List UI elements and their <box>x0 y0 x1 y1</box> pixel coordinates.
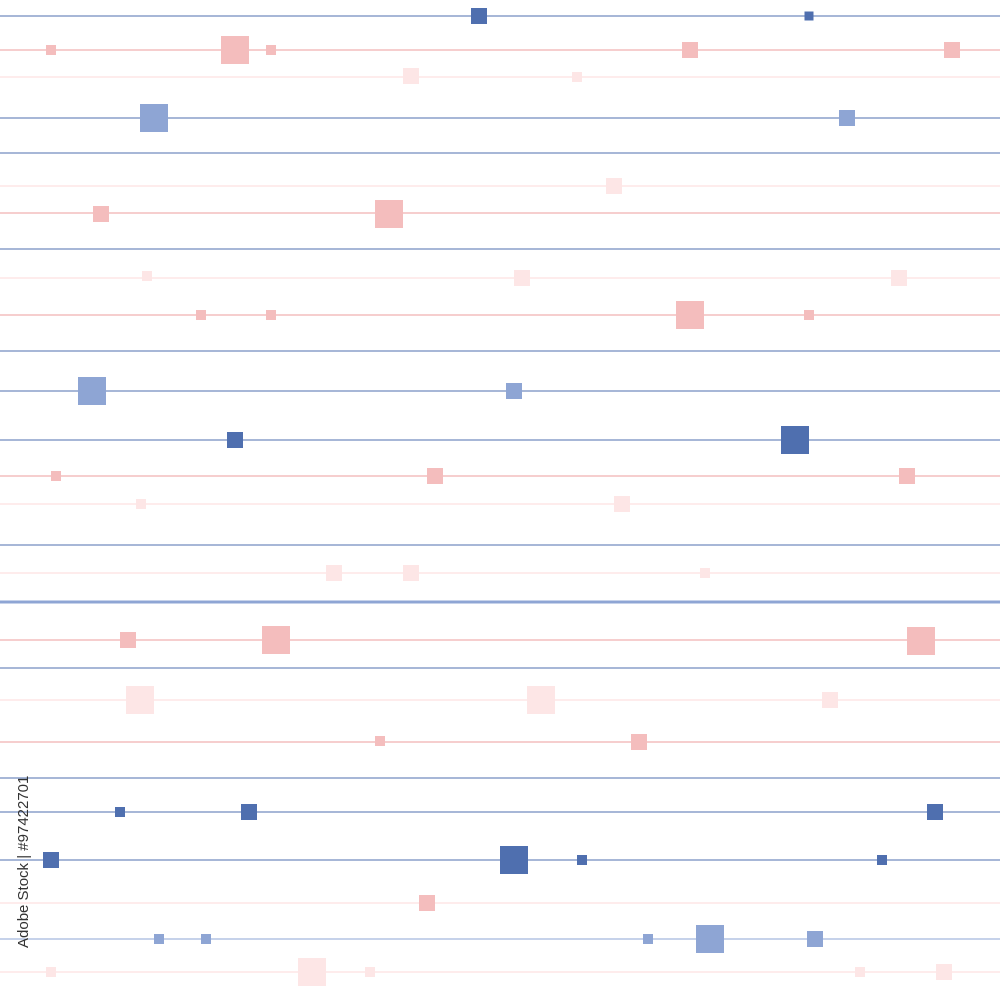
pattern-square <box>614 496 630 512</box>
pattern-square <box>120 632 136 648</box>
pattern-square <box>643 934 653 944</box>
pattern-square <box>115 807 125 817</box>
pattern-square <box>46 45 56 55</box>
pattern-square <box>375 736 385 746</box>
pattern-square <box>700 568 710 578</box>
pattern-square <box>266 45 276 55</box>
pattern-square <box>51 471 61 481</box>
pattern-square <box>891 270 907 286</box>
pattern-square <box>427 468 443 484</box>
pattern-square <box>126 686 154 714</box>
pattern-square <box>804 310 814 320</box>
pattern-square <box>839 110 855 126</box>
pattern-square <box>201 934 211 944</box>
pattern-square <box>46 967 56 977</box>
pattern-square <box>944 42 960 58</box>
pattern-square <box>676 301 704 329</box>
pattern-square <box>907 627 935 655</box>
pattern-square <box>93 206 109 222</box>
pattern-square <box>365 967 375 977</box>
pattern-square <box>927 804 943 820</box>
pattern-square <box>899 468 915 484</box>
pattern-square <box>419 895 435 911</box>
pattern-square <box>936 964 952 980</box>
pattern-square <box>572 72 582 82</box>
pattern-square <box>266 310 276 320</box>
pattern-square <box>326 565 342 581</box>
pattern-square <box>136 499 146 509</box>
pattern-square <box>781 426 809 454</box>
pattern-square <box>855 967 865 977</box>
pattern-square <box>241 804 257 820</box>
pattern-square <box>804 11 814 21</box>
pattern-square <box>514 270 530 286</box>
pattern-square <box>262 626 290 654</box>
pattern-square <box>631 734 647 750</box>
pattern-square <box>43 852 59 868</box>
pattern-square <box>682 42 698 58</box>
pattern-square <box>500 846 528 874</box>
pattern-square <box>154 934 164 944</box>
pattern-square <box>142 271 152 281</box>
pattern-square <box>506 383 522 399</box>
stock-id-watermark: Adobe Stock | #97422701 <box>15 776 32 949</box>
pattern-square <box>227 432 243 448</box>
pattern-square <box>606 178 622 194</box>
pattern-square <box>822 692 838 708</box>
pattern-square <box>696 925 724 953</box>
pattern-square <box>221 36 249 64</box>
pattern-square <box>375 200 403 228</box>
pattern-square <box>577 855 587 865</box>
pattern-square <box>527 686 555 714</box>
pattern-square <box>196 310 206 320</box>
pattern-square <box>471 8 487 24</box>
pattern-square <box>140 104 168 132</box>
pattern-square <box>298 958 326 986</box>
pattern-square <box>403 68 419 84</box>
pattern-square <box>78 377 106 405</box>
pattern-square <box>877 855 887 865</box>
pattern-square <box>807 931 823 947</box>
pattern-square <box>403 565 419 581</box>
